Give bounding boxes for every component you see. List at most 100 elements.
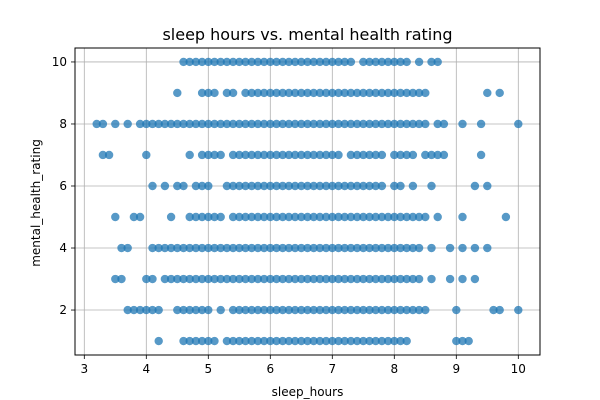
data-point — [191, 243, 201, 253]
data-point — [204, 181, 213, 191]
data-point — [266, 119, 275, 129]
data-point — [421, 119, 430, 129]
data-point — [371, 181, 380, 191]
data-point — [303, 305, 312, 315]
data-point — [160, 119, 170, 129]
data-point — [278, 305, 287, 315]
data-point — [321, 88, 331, 98]
data-point — [445, 274, 455, 284]
data-point — [414, 88, 424, 98]
data-point — [266, 305, 275, 315]
data-point — [284, 274, 294, 284]
data-point — [278, 150, 287, 160]
data-point — [328, 119, 337, 129]
data-point — [371, 88, 380, 98]
data-point — [458, 212, 467, 222]
data-point — [266, 336, 275, 346]
data-point — [495, 88, 504, 98]
data-point — [222, 181, 232, 191]
data-point — [383, 274, 393, 284]
data-point — [235, 57, 244, 67]
data-point — [241, 57, 250, 67]
data-point — [284, 181, 294, 191]
data-point — [259, 305, 269, 315]
data-point — [142, 150, 151, 160]
data-point — [284, 88, 294, 98]
data-point — [185, 274, 194, 284]
data-point — [173, 88, 182, 98]
data-point — [247, 305, 256, 315]
data-point — [396, 88, 405, 98]
data-point — [228, 88, 238, 98]
data-point — [396, 274, 405, 284]
data-point — [315, 181, 325, 191]
data-point — [297, 57, 306, 67]
data-point — [359, 88, 368, 98]
data-point — [421, 150, 430, 160]
data-point — [92, 119, 101, 129]
y-tick-label: 8 — [59, 117, 67, 131]
data-point — [142, 119, 151, 129]
data-point — [179, 336, 188, 346]
data-point — [235, 119, 244, 129]
data-point — [290, 57, 300, 67]
data-point — [334, 305, 343, 315]
data-point — [235, 336, 244, 346]
data-point — [241, 181, 250, 191]
data-point — [433, 212, 442, 222]
data-point — [148, 274, 157, 284]
data-point — [315, 305, 325, 315]
data-point — [297, 88, 306, 98]
data-point — [328, 181, 337, 191]
y-tick-label: 6 — [59, 179, 67, 193]
data-point — [340, 274, 349, 284]
data-point — [377, 212, 387, 222]
data-point — [433, 150, 442, 160]
data-point — [259, 119, 269, 129]
data-point — [340, 57, 349, 67]
data-point — [154, 119, 163, 129]
data-point — [228, 336, 238, 346]
data-point — [297, 336, 306, 346]
data-point — [402, 243, 411, 253]
data-point — [396, 57, 405, 67]
data-point — [123, 119, 132, 129]
data-point — [427, 274, 436, 284]
data-point — [253, 305, 263, 315]
data-point — [483, 181, 492, 191]
data-point — [210, 243, 219, 253]
data-point — [303, 57, 312, 67]
data-point — [272, 243, 281, 253]
data-point — [210, 57, 219, 67]
data-point — [278, 243, 287, 253]
data-point — [352, 243, 362, 253]
x-tick-label: 9 — [452, 362, 460, 376]
data-point — [266, 212, 275, 222]
data-point — [290, 243, 300, 253]
data-point — [228, 274, 238, 284]
data-point — [272, 181, 281, 191]
data-point — [334, 57, 343, 67]
data-point — [365, 243, 374, 253]
data-point — [408, 274, 418, 284]
data-point — [123, 243, 132, 253]
data-point — [222, 243, 232, 253]
y-axis-label: mental_health_rating — [29, 139, 43, 267]
data-point — [396, 336, 405, 346]
data-point — [160, 243, 170, 253]
data-point — [154, 243, 163, 253]
data-point — [408, 119, 418, 129]
data-point — [321, 119, 331, 129]
data-point — [297, 212, 306, 222]
data-point — [197, 243, 207, 253]
data-point — [371, 57, 380, 67]
data-point — [414, 305, 424, 315]
data-point — [297, 274, 306, 284]
data-point — [185, 305, 194, 315]
data-point — [166, 243, 176, 253]
data-point — [377, 150, 387, 160]
data-point — [495, 305, 504, 315]
data-point — [204, 274, 213, 284]
data-point — [483, 243, 492, 253]
data-point — [414, 57, 424, 67]
